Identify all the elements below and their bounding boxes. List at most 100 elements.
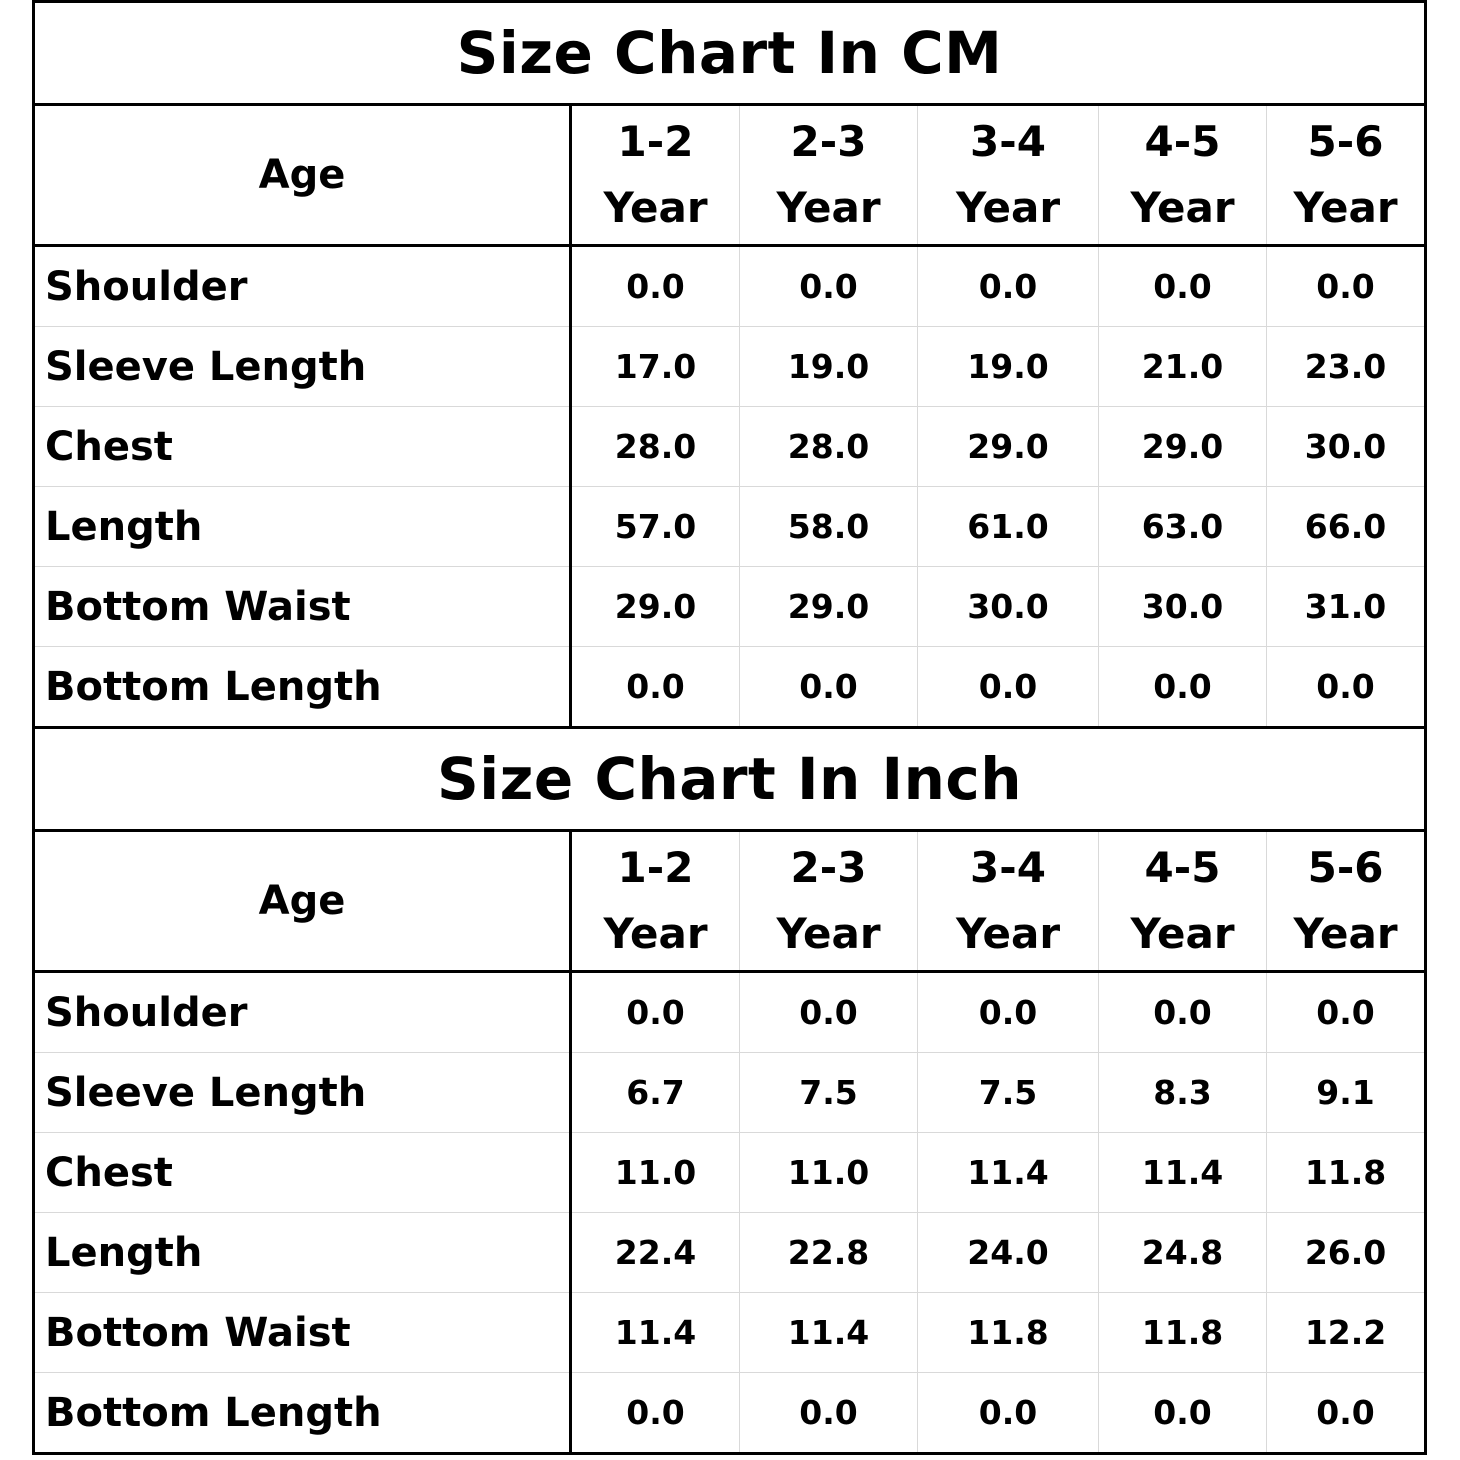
cell-value: 11.0 — [570, 1132, 740, 1213]
inch-col-range: 3-4 — [970, 843, 1046, 892]
cell-value: 0.0 — [1266, 245, 1427, 327]
inch-col-range: 4-5 — [1144, 843, 1221, 892]
row-label: Shoulder — [32, 971, 572, 1053]
cm-chart-title: Size Chart In CM — [32, 0, 1427, 106]
cell-value: 19.0 — [917, 326, 1099, 407]
table-row: Chest 28.0 28.0 29.0 29.0 30.0 — [32, 406, 1427, 487]
inch-col-range: 2-3 — [790, 843, 867, 892]
cell-value: 0.0 — [917, 646, 1099, 729]
cell-value: 31.0 — [1266, 566, 1427, 647]
cm-col-header: 2-3 Year — [739, 103, 918, 247]
inch-col-header: 2-3 Year — [739, 829, 918, 973]
cell-value: 0.0 — [1098, 1372, 1267, 1455]
cm-col-header: 1-2 Year — [570, 103, 740, 247]
cm-col-unit: Year — [1293, 183, 1398, 232]
inch-col-unit: Year — [1130, 909, 1235, 958]
cell-value: 11.4 — [739, 1292, 918, 1373]
row-label: Chest — [32, 1132, 572, 1213]
cell-value: 12.2 — [1265, 1292, 1428, 1373]
inch-col-unit: Year — [955, 909, 1061, 958]
row-label: Sleeve Length — [32, 326, 572, 407]
size-chart-cm-table: Size Chart In CM Age 1-2 Year 2-3 Year 3-4… — [32, 0, 1427, 729]
cell-value: 0.0 — [739, 971, 918, 1053]
cell-value: 28.0 — [570, 406, 740, 487]
cm-age-label: Age — [32, 103, 572, 247]
cell-value: 0.0 — [917, 971, 1099, 1053]
row-label: Sleeve Length — [32, 1052, 572, 1133]
inch-col-range: 5-6 — [1307, 843, 1384, 892]
cell-value: 7.5 — [739, 1052, 918, 1133]
cell-value: 8.3 — [1098, 1052, 1267, 1133]
cell-value: 24.0 — [917, 1212, 1099, 1293]
cell-value: 58.0 — [739, 486, 918, 567]
cm-col-unit: Year — [955, 183, 1061, 232]
table-row: Sleeve Length 6.7 7.5 7.5 8.3 9.1 — [32, 1052, 1428, 1133]
inch-col-header: 4-5 Year — [1098, 829, 1267, 973]
cell-value: 23.0 — [1266, 326, 1427, 407]
inch-col-range: 1-2 — [617, 843, 694, 892]
row-label: Chest — [32, 406, 572, 487]
cell-value: 0.0 — [1098, 646, 1267, 729]
table-row: Bottom Length 0.0 0.0 0.0 0.0 0.0 — [32, 1372, 1428, 1455]
row-label: Shoulder — [32, 245, 572, 327]
cm-col-header: 5-6 Year — [1266, 103, 1427, 247]
row-label: Bottom Length — [32, 1372, 572, 1455]
cell-value: 0.0 — [739, 1372, 918, 1455]
table-row: Bottom Waist 11.4 11.4 11.8 11.8 12.2 — [32, 1292, 1428, 1373]
cell-value: 21.0 — [1098, 326, 1267, 407]
row-label: Bottom Waist — [32, 1292, 572, 1373]
cm-col-range: 4-5 — [1144, 117, 1221, 166]
cm-col-range: 3-4 — [970, 117, 1046, 166]
cell-value: 24.8 — [1098, 1212, 1267, 1293]
cm-col-range: 2-3 — [790, 117, 867, 166]
cell-value: 11.4 — [917, 1132, 1099, 1213]
size-chart-inch-table: Size Chart In Inch Age 1-2 Year 2-3 Year 3… — [31, 726, 1428, 1455]
inch-col-header: 5-6 Year — [1265, 829, 1428, 973]
cell-value: 11.4 — [1098, 1132, 1267, 1213]
cell-value: 29.0 — [1098, 406, 1267, 487]
inch-col-header: 1-2 Year — [570, 829, 740, 973]
cm-header-row: Age 1-2 Year 2-3 Year 3-4 Year 4-5 Year 5-6 Y… — [32, 103, 1427, 247]
cell-value: 30.0 — [917, 566, 1099, 647]
cell-value: 0.0 — [570, 1372, 740, 1455]
row-label: Length — [32, 1212, 572, 1293]
cell-value: 22.8 — [739, 1212, 918, 1293]
cm-col-unit: Year — [1130, 183, 1235, 232]
cell-value: 0.0 — [739, 245, 918, 327]
cell-value: 0.0 — [1265, 971, 1428, 1053]
cell-value: 11.0 — [739, 1132, 918, 1213]
cm-col-unit: Year — [776, 183, 881, 232]
cell-value: 0.0 — [570, 971, 740, 1053]
inch-col-unit: Year — [603, 909, 708, 958]
row-label: Length — [32, 486, 572, 567]
cell-value: 29.0 — [739, 566, 918, 647]
cell-value: 0.0 — [739, 646, 918, 729]
cell-value: 0.0 — [1098, 245, 1267, 327]
cell-value: 9.1 — [1265, 1052, 1428, 1133]
table-row: Shoulder 0.0 0.0 0.0 0.0 0.0 — [32, 245, 1427, 327]
cell-value: 11.8 — [917, 1292, 1099, 1373]
inch-col-header: 3-4 Year — [917, 829, 1099, 973]
cell-value: 29.0 — [917, 406, 1099, 487]
cell-value: 66.0 — [1266, 486, 1427, 567]
cell-value: 28.0 — [739, 406, 918, 487]
cell-value: 63.0 — [1098, 486, 1267, 567]
cm-col-unit: Year — [603, 183, 708, 232]
cell-value: 0.0 — [1265, 1372, 1428, 1455]
cm-col-range: 1-2 — [617, 117, 694, 166]
cell-value: 11.8 — [1265, 1132, 1428, 1213]
table-row: Bottom Waist 29.0 29.0 30.0 30.0 31.0 — [32, 566, 1427, 647]
cell-value: 57.0 — [570, 486, 740, 567]
cell-value: 17.0 — [570, 326, 740, 407]
table-row: Length 57.0 58.0 61.0 63.0 66.0 — [32, 486, 1427, 567]
inch-col-unit: Year — [1293, 909, 1398, 958]
cell-value: 11.8 — [1098, 1292, 1267, 1373]
cell-value: 30.0 — [1098, 566, 1267, 647]
table-row: Sleeve Length 17.0 19.0 19.0 21.0 23.0 — [32, 326, 1427, 407]
cell-value: 0.0 — [570, 245, 740, 327]
row-label: Bottom Waist — [32, 566, 572, 647]
cell-value: 7.5 — [917, 1052, 1099, 1133]
table-row: Chest 11.0 11.0 11.4 11.4 11.8 — [32, 1132, 1428, 1213]
table-row: Bottom Length 0.0 0.0 0.0 0.0 0.0 — [32, 646, 1427, 729]
cm-col-header: 3-4 Year — [917, 103, 1099, 247]
